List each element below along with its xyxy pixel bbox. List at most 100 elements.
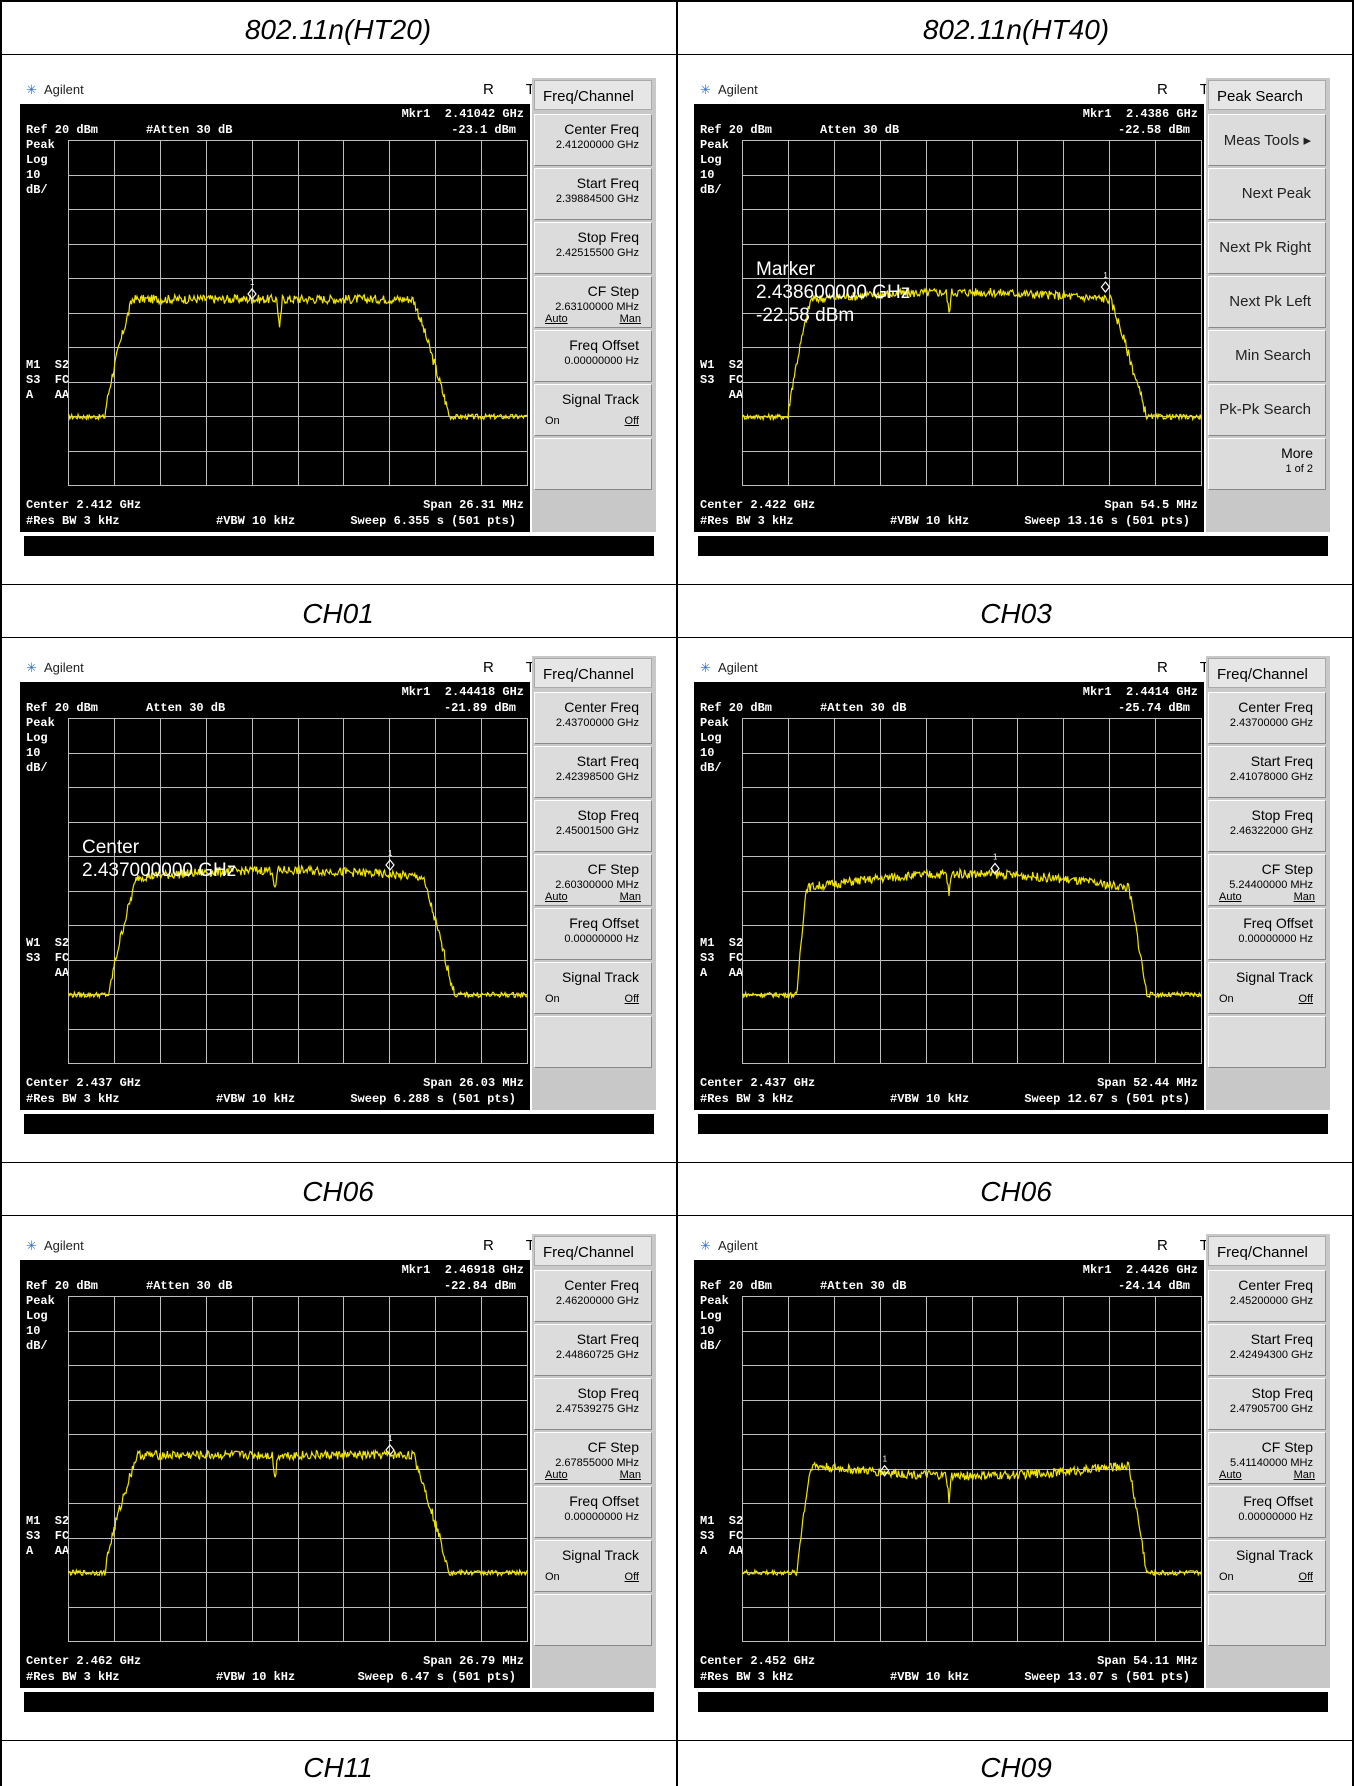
softkey-button[interactable]: Stop Freq 2.47905700 GHz: [1208, 1378, 1326, 1430]
softkey-label: Signal Track: [1235, 969, 1313, 985]
caption-p5: CH11: [303, 1752, 373, 1783]
softkey-button[interactable]: Signal Track On Off: [1208, 1540, 1326, 1592]
spectrum-screenshot: Mkr1 2.4414 GHz -25.74 dBm Ref 20 dBm #Atte…: [694, 656, 1330, 1138]
softkey-value: 0.00000000 Hz: [1238, 933, 1313, 945]
softkey-button[interactable]: Pk-Pk Search: [1208, 384, 1326, 436]
softkey-button[interactable]: [1208, 1594, 1326, 1646]
softkey-label: Signal Track: [1235, 1547, 1313, 1563]
softkey-label: Freq Offset: [1243, 1493, 1313, 1509]
softkey-button[interactable]: Start Freq 2.39884500 GHz: [534, 168, 652, 220]
softkey-button[interactable]: Center Freq 2.46200000 GHz: [534, 1270, 652, 1322]
softkey-value: 5.24400000 MHz: [1229, 879, 1313, 891]
spectrum-screenshot: Mkr1 2.44418 GHz -21.89 dBm Ref 20 dBm Atte…: [20, 656, 656, 1138]
rt-indicator: R T: [1157, 1237, 1223, 1254]
span-readout: Span 54.11 MHz: [1097, 1654, 1198, 1668]
softkey-off-option: Off: [1298, 993, 1313, 1005]
marker-number: 1: [388, 849, 393, 858]
softkey-button[interactable]: Stop Freq 2.46322000 GHz: [1208, 800, 1326, 852]
softkey-label: Next Peak: [1241, 185, 1311, 202]
softkey-button[interactable]: CF Step 2.67855000 MHz Auto Man: [534, 1432, 652, 1484]
attenuation: #Atten 30 dB: [146, 123, 233, 137]
softkey-button[interactable]: Stop Freq 2.47539275 GHz: [534, 1378, 652, 1430]
softkey-button[interactable]: Min Search: [1208, 330, 1326, 382]
softkey-button[interactable]: Freq Offset 0.00000000 Hz: [534, 330, 652, 382]
marker-diamond: [247, 288, 257, 300]
softkey-panel: Freq/Channel Center Freq 2.46200000 GHz Sta…: [532, 1234, 656, 1688]
softkey-label: Stop Freq: [577, 229, 639, 245]
softkey-button[interactable]: Freq Offset 0.00000000 Hz: [534, 1486, 652, 1538]
softkey-value: 2.47539275 GHz: [555, 1403, 639, 1415]
ref-level: Ref 20 dBm: [700, 701, 773, 715]
spectrum-plot: 1: [68, 1296, 528, 1642]
softkey-label: CF Step: [587, 283, 639, 299]
softkey-button[interactable]: More 1 of 2: [1208, 438, 1326, 490]
spectrum-screenshot: Mkr1 2.4426 GHz -24.14 dBm Ref 20 dBm #Atte…: [694, 1234, 1330, 1716]
vbw-readout: #VBW 10 kHz: [890, 1670, 970, 1684]
softkey-button[interactable]: Center Freq 2.43700000 GHz: [1208, 692, 1326, 744]
softkey-label: More: [1281, 445, 1313, 461]
menu-title-label: Peak Search: [1217, 88, 1303, 105]
trace-mode-label: W1 S2: [26, 936, 70, 950]
softkey-menu-title: Freq/Channel: [534, 1236, 652, 1266]
softkey-button[interactable]: Freq Offset 0.00000000 Hz: [1208, 908, 1326, 960]
analyzer-display: Mkr1 2.44418 GHz -21.89 dBm Ref 20 dBm Atte…: [20, 656, 530, 1138]
softkey-button[interactable]: [534, 1594, 652, 1646]
softkey-menu-title: Freq/Channel: [534, 80, 652, 110]
softkey-label: CF Step: [1261, 1439, 1313, 1455]
softkey-button[interactable]: CF Step 2.60300000 MHz Auto Man: [534, 854, 652, 906]
softkey-button[interactable]: Center Freq 2.43700000 GHz: [534, 692, 652, 744]
softkey-button[interactable]: CF Step 2.63100000 MHz Auto Man: [534, 276, 652, 328]
ref-level: Ref 20 dBm: [700, 123, 773, 137]
ref-level: Ref 20 dBm: [26, 701, 99, 715]
softkey-button[interactable]: Signal Track On Off: [534, 1540, 652, 1592]
trace-mode-label: A AA: [26, 388, 70, 402]
softkey-button[interactable]: Stop Freq 2.45001500 GHz: [534, 800, 652, 852]
softkey-button[interactable]: [534, 1016, 652, 1068]
softkey-button[interactable]: Center Freq 2.41200000 GHz: [534, 114, 652, 166]
brand-label: Agilent: [44, 82, 84, 97]
spectrum-plot: 1: [742, 718, 1202, 1064]
scale-label: Log: [26, 153, 48, 167]
trace-mode-label: M1 S2: [700, 1514, 744, 1528]
softkey-label: Freq Offset: [569, 915, 639, 931]
softkey-button[interactable]: Signal Track On Off: [534, 962, 652, 1014]
softkey-button[interactable]: Freq Offset 0.00000000 Hz: [1208, 1486, 1326, 1538]
softkey-button[interactable]: Next Peak: [1208, 168, 1326, 220]
caption-p3: CH06: [302, 1176, 374, 1207]
marker-number: 1: [883, 1455, 888, 1464]
softkey-button[interactable]: Start Freq 2.42494300 GHz: [1208, 1324, 1326, 1376]
softkey-value: 0.00000000 Hz: [564, 355, 639, 367]
rbw-readout: #Res BW 3 kHz: [700, 1092, 794, 1106]
softkey-menu-title: Peak Search: [1208, 80, 1326, 110]
brand-label: Agilent: [44, 1238, 84, 1253]
softkey-button[interactable]: Stop Freq 2.42515500 GHz: [534, 222, 652, 274]
softkey-button[interactable]: Signal Track On Off: [1208, 962, 1326, 1014]
softkey-button[interactable]: [534, 438, 652, 490]
softkey-value: 2.41078000 GHz: [1229, 771, 1313, 783]
scale-label: Log: [700, 153, 722, 167]
softkey-auto-option: Auto: [545, 891, 568, 903]
softkey-button[interactable]: CF Step 5.24400000 MHz Auto Man: [1208, 854, 1326, 906]
softkey-label: CF Step: [587, 861, 639, 877]
softkey-button[interactable]: CF Step 5.41140000 MHz Auto Man: [1208, 1432, 1326, 1484]
softkey-button[interactable]: Start Freq 2.41078000 GHz: [1208, 746, 1326, 798]
caption-p4: CH06: [980, 1176, 1052, 1207]
row-divider: [0, 54, 1354, 55]
marker-value: -21.89 dBm: [443, 701, 516, 715]
softkey-button[interactable]: Meas Tools ▸: [1208, 114, 1326, 166]
rbw-readout: #Res BW 3 kHz: [700, 514, 794, 528]
softkey-button[interactable]: [1208, 1016, 1326, 1068]
softkey-button[interactable]: Center Freq 2.45200000 GHz: [1208, 1270, 1326, 1322]
softkey-button[interactable]: Signal Track On Off: [534, 384, 652, 436]
softkey-button[interactable]: Freq Offset 0.00000000 Hz: [534, 908, 652, 960]
softkey-button[interactable]: Start Freq 2.42398500 GHz: [534, 746, 652, 798]
status-bar-fill: [698, 536, 1328, 556]
softkey-button[interactable]: Next Pk Left: [1208, 276, 1326, 328]
table-border-right: [1352, 0, 1354, 1786]
softkey-button[interactable]: Start Freq 2.44860725 GHz: [534, 1324, 652, 1376]
softkey-button[interactable]: Next Pk Right: [1208, 222, 1326, 274]
table-divider-center: [676, 0, 678, 1786]
attenuation: Atten 30 dB: [146, 701, 226, 715]
status-bar: [20, 1688, 656, 1716]
marker-value: -24.14 dBm: [1117, 1279, 1190, 1293]
